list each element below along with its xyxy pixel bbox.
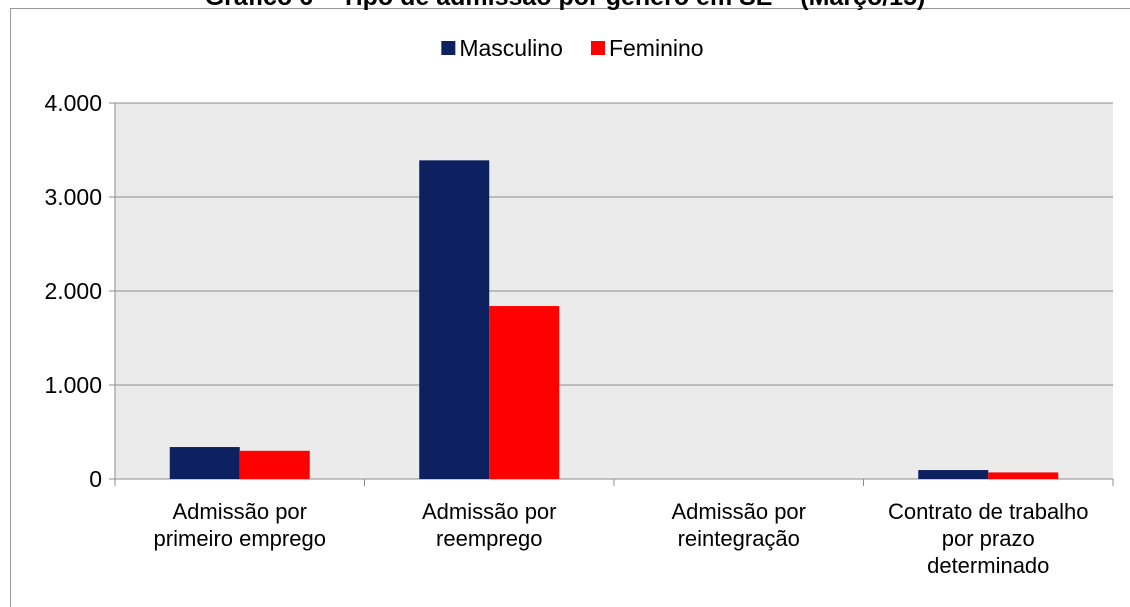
- legend-label: Feminino: [609, 35, 704, 61]
- x-tick-label: Admissão por reintegração: [671, 499, 806, 551]
- bar: [419, 160, 490, 479]
- bar: [918, 470, 989, 479]
- y-tick-label: 0: [89, 466, 102, 492]
- legend-swatch: [441, 41, 456, 55]
- y-tick-label: 1.000: [44, 372, 102, 398]
- x-tick-label: Admissão por reemprego: [421, 499, 557, 551]
- x-tick-label: Contrato de trabalho por prazo determina…: [887, 499, 1089, 578]
- y-tick-label: 2.000: [44, 278, 102, 304]
- bar: [239, 450, 310, 479]
- x-tick-label: Admissão por primeiro emprego: [153, 499, 326, 551]
- bar: [988, 472, 1059, 479]
- chart-title: Gráfico 6 – Tipo de admissão por gênero …: [0, 0, 1130, 12]
- legend-swatch: [590, 41, 605, 55]
- y-tick-label: 3.000: [44, 184, 102, 210]
- bar: [169, 447, 240, 479]
- legend-label: Masculino: [459, 35, 563, 61]
- y-tick-label: 4.000: [44, 90, 102, 116]
- bar: [489, 306, 560, 479]
- chart-border: [10, 8, 1130, 607]
